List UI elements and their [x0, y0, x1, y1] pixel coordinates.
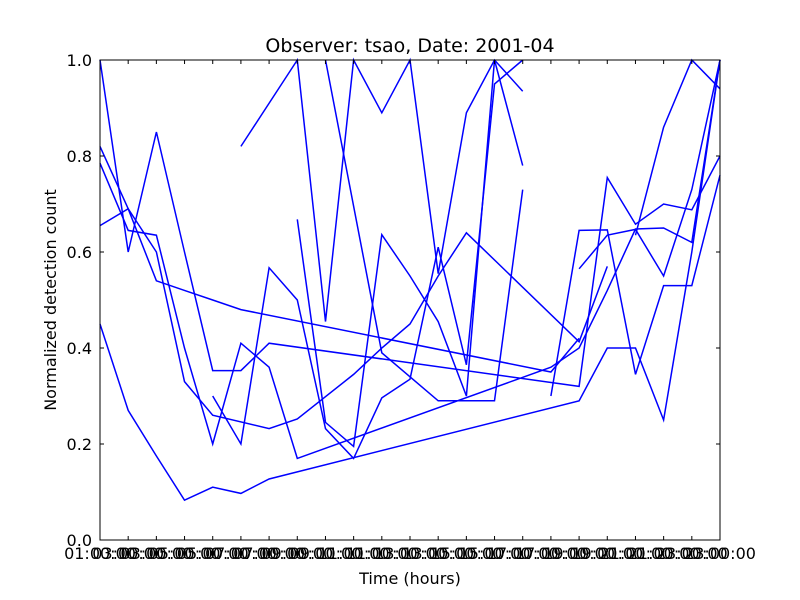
axis-ticks: 01:00:0003:00:0003:00:0005:00:0005:00:00… — [64, 51, 756, 563]
y-tick-label: 1.0 — [67, 51, 92, 70]
x-tick-label: 23:00:00 — [656, 544, 728, 563]
x-tick-label: 21:00:00 — [628, 544, 700, 563]
series-line-7 — [240, 57, 524, 322]
series-line-8 — [296, 59, 524, 448]
x-tick-label: 15:00:00 — [459, 544, 531, 563]
series-line-10 — [550, 175, 721, 397]
series-line-11 — [578, 59, 721, 278]
x-tick-label: 15:00:00 — [430, 544, 502, 563]
x-tick-label: 05:00:00 — [177, 544, 249, 563]
x-tick-label: 07:00:00 — [205, 544, 277, 563]
series-line-1 — [99, 59, 721, 502]
x-tick-label: 03:00:00 — [92, 544, 164, 563]
x-tick-label: 17:00:00 — [487, 544, 559, 563]
y-tick-label: 0.2 — [67, 435, 92, 454]
x-tick-label: 21:00:00 — [600, 544, 672, 563]
x-tick-label: 07:00:00 — [233, 544, 305, 563]
x-tick-label: 01:00:00 — [64, 544, 136, 563]
series-line-3 — [99, 59, 721, 460]
x-tick-label: 11:00:00 — [318, 544, 390, 563]
y-tick-label: 0.4 — [67, 339, 92, 358]
series-line-12 — [634, 58, 721, 236]
chart-title: Observer: tsao, Date: 2001-04 — [265, 35, 554, 57]
y-tick-label: 0.6 — [67, 243, 92, 262]
x-tick-label: 19:00:00 — [571, 544, 643, 563]
y-tick-label: 0.8 — [67, 147, 92, 166]
x-tick-label: 05:00:00 — [149, 544, 221, 563]
x-tick-label: 11:00:00 — [346, 544, 418, 563]
series-line-5 — [99, 59, 721, 388]
y-axis-label: Normalized detection count — [41, 189, 60, 411]
x-tick-label: 13:00:00 — [374, 544, 446, 563]
x-tick-label: 03:00:00 — [120, 544, 192, 563]
series-line-6 — [212, 59, 524, 460]
x-tick-label: 09:00:00 — [290, 544, 362, 563]
x-tick-label: 17:00:00 — [515, 544, 587, 563]
y-tick-label: 0.0 — [67, 531, 92, 550]
series-line-2 — [99, 146, 609, 430]
series-line-9 — [324, 59, 524, 402]
x-axis-label: Time (hours) — [358, 569, 461, 588]
x-tick-label: 13:00:00 — [402, 544, 474, 563]
x-tick-label: 09:00:00 — [261, 544, 333, 563]
series-layer — [99, 57, 721, 502]
x-tick-label: 19:00:00 — [543, 544, 615, 563]
x-tick-label: 23:00:00 — [684, 544, 756, 563]
